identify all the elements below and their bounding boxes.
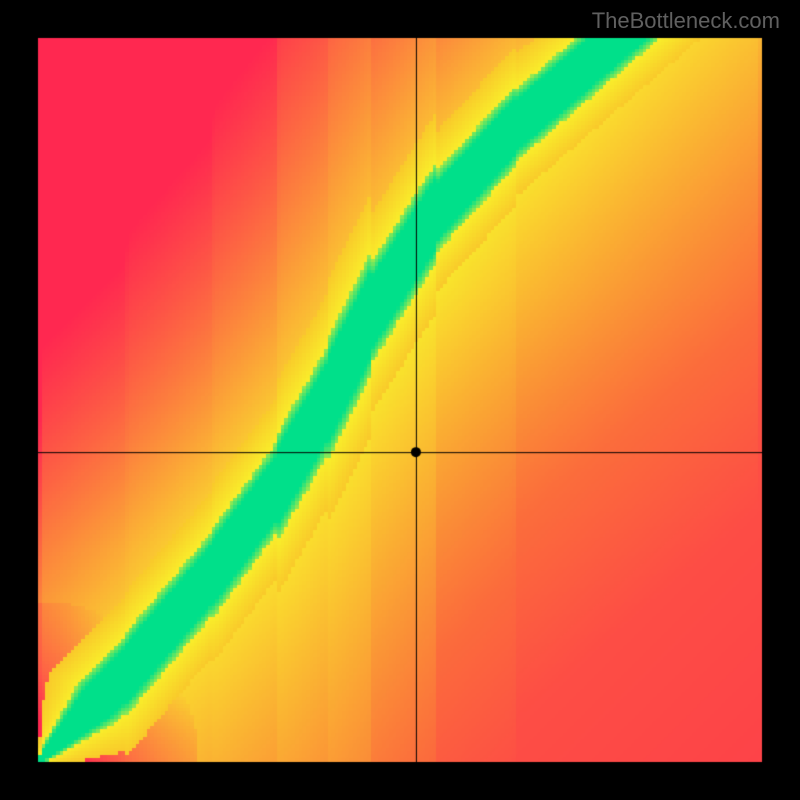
chart-container: TheBottleneck.com <box>0 0 800 800</box>
watermark-text: TheBottleneck.com <box>592 8 780 34</box>
heatmap-canvas <box>0 0 800 800</box>
